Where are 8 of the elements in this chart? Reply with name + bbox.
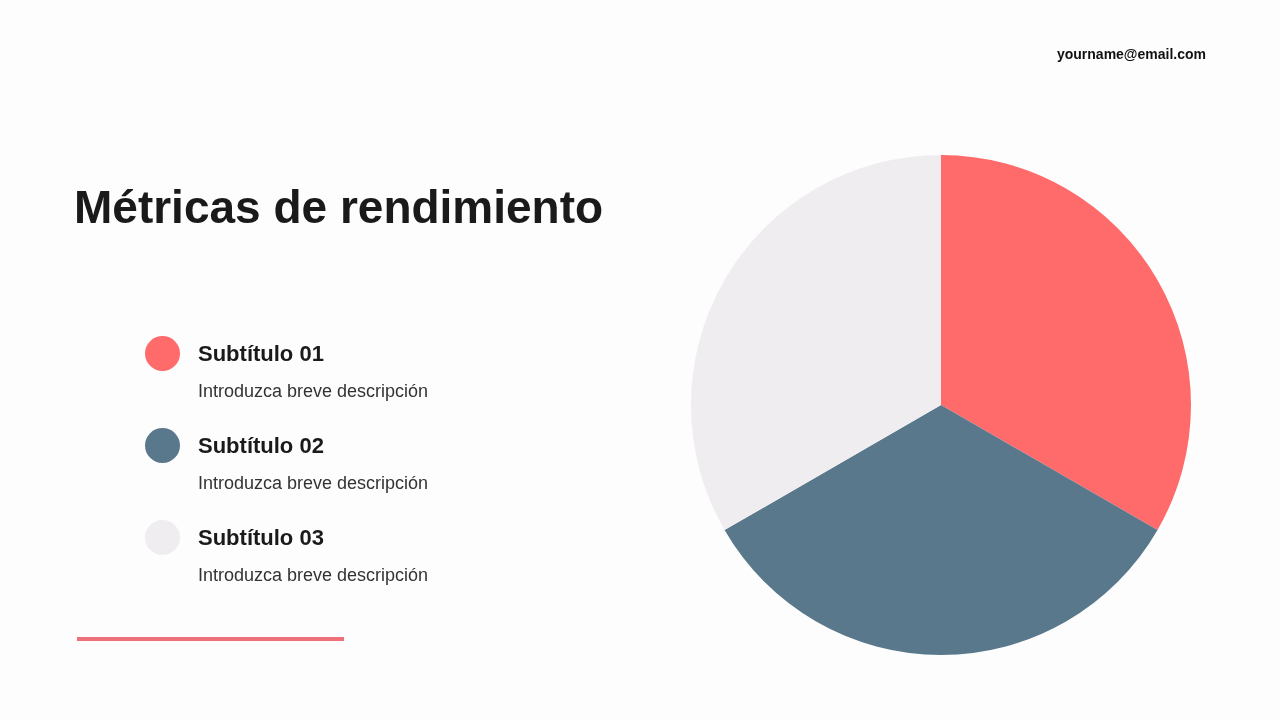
legend-label: Subtítulo 02 bbox=[198, 433, 324, 459]
text: Introduzca breve descripción bbox=[198, 565, 429, 586]
text: Métricas de rendimiento bbox=[74, 180, 604, 234]
text: yourname@email.com bbox=[1056, 46, 1206, 62]
legend-label: Subtítulo 03 bbox=[198, 525, 324, 551]
legend-label: Subtítulo 01 bbox=[198, 341, 324, 367]
text: Introduzca breve descripción bbox=[198, 473, 429, 494]
text: Introduzca breve descripción bbox=[198, 381, 429, 402]
